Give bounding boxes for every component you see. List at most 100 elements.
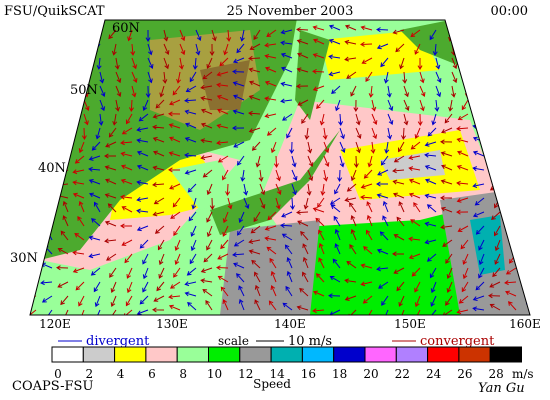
wind-arrow <box>424 193 437 199</box>
wind-arrow <box>384 141 390 154</box>
wind-arrow <box>226 29 232 42</box>
wind-arrow <box>30 197 37 203</box>
wind-arrow <box>186 267 197 276</box>
wind-arrow <box>206 211 213 223</box>
wind-arrow <box>251 141 261 151</box>
wind-arrow <box>216 94 229 101</box>
wind-arrow <box>313 290 325 297</box>
wind-arrow <box>280 223 293 228</box>
wind-arrow <box>136 208 149 214</box>
wind-arrow <box>232 125 245 131</box>
wind-arrow <box>139 239 149 249</box>
wind-arrow <box>114 57 120 70</box>
wind-arrow <box>59 57 69 67</box>
color-tick-label: 18 <box>332 367 347 381</box>
wind-arrow <box>9 54 20 58</box>
wind-arrow <box>523 169 530 179</box>
wind-arrow <box>206 225 213 238</box>
wind-arrow <box>255 155 261 168</box>
wind-arrow <box>489 303 501 311</box>
wind-arrow <box>104 238 117 244</box>
wind-arrow <box>344 24 357 31</box>
wind-arrow <box>89 29 101 36</box>
wind-arrow <box>200 278 213 284</box>
wind-arrow <box>339 155 345 168</box>
wind-arrow <box>408 166 421 172</box>
wind-arrow <box>414 127 421 140</box>
wind-arrow <box>248 249 261 255</box>
wind-arrow <box>131 71 138 83</box>
wind-arrow <box>173 267 181 278</box>
wind-arrow <box>462 253 469 265</box>
wind-arrow <box>472 166 485 172</box>
wind-arrow <box>403 99 410 111</box>
wind-arrow <box>253 211 261 223</box>
wind-arrow <box>56 43 69 49</box>
wind-arrow <box>334 228 341 241</box>
wind-arrow <box>136 138 149 144</box>
wind-arrow <box>350 214 357 227</box>
wind-arrow <box>156 281 165 292</box>
wind-arrow <box>376 27 389 33</box>
wind-arrow <box>499 29 506 41</box>
wind-arrow <box>78 141 85 154</box>
wind-arrow <box>478 267 485 279</box>
wind-arrow <box>472 150 485 157</box>
wind-arrow <box>120 151 133 157</box>
wind-arrow <box>282 302 293 311</box>
wind-arrow <box>30 277 37 283</box>
wind-arrow <box>510 239 517 251</box>
wind-arrow <box>174 239 181 252</box>
wind-arrow <box>200 155 213 161</box>
wind-arrow <box>130 43 136 56</box>
wind-arrow <box>408 236 421 242</box>
wind-arrow <box>185 85 197 93</box>
wind-arrow <box>445 253 453 264</box>
wind-arrow <box>266 127 277 136</box>
wind-arrow <box>488 99 501 105</box>
wind-arrow <box>435 85 442 98</box>
wind-arrow <box>478 85 485 97</box>
wind-arrow <box>370 141 376 154</box>
wind-arrow <box>428 309 437 315</box>
wind-arrow <box>72 28 85 34</box>
wind-arrow <box>78 309 85 315</box>
wind-arrow <box>456 209 469 215</box>
wind-arrow <box>489 136 501 143</box>
wind-arrow <box>184 281 197 287</box>
wind-arrow <box>169 136 181 143</box>
wind-arrow <box>18 170 22 181</box>
wind-arrow <box>445 295 453 306</box>
wind-arrow <box>40 195 53 201</box>
wind-arrow <box>435 57 441 70</box>
wind-arrow <box>249 43 261 50</box>
wind-arrow <box>200 108 213 115</box>
wind-arrow <box>376 43 389 50</box>
wind-arrow <box>115 99 120 112</box>
wind-arrow <box>514 43 520 56</box>
wind-arrow <box>472 306 485 312</box>
wind-arrow <box>202 71 213 80</box>
color-box <box>270 346 303 363</box>
wind-arrow <box>179 43 186 56</box>
wind-arrow <box>189 253 197 265</box>
wind-arrow <box>222 169 229 181</box>
lat-label: 50N <box>70 83 98 98</box>
wind-arrow <box>457 225 469 232</box>
wind-arrow <box>371 99 377 112</box>
wind-arrow <box>235 273 245 283</box>
wind-arrow <box>368 85 374 98</box>
wind-arrow <box>147 71 153 84</box>
wind-arrow <box>419 99 425 112</box>
wind-arrow <box>172 85 181 96</box>
wind-arrow <box>266 29 277 37</box>
wind-arrow <box>216 265 229 271</box>
wind-arrow <box>225 183 231 196</box>
wind-arrow <box>90 267 101 276</box>
wind-arrow <box>504 109 517 115</box>
wind-arrow <box>334 183 341 195</box>
wind-arrow <box>441 127 453 134</box>
wind-arrow <box>209 197 215 210</box>
wind-arrow <box>222 225 229 237</box>
